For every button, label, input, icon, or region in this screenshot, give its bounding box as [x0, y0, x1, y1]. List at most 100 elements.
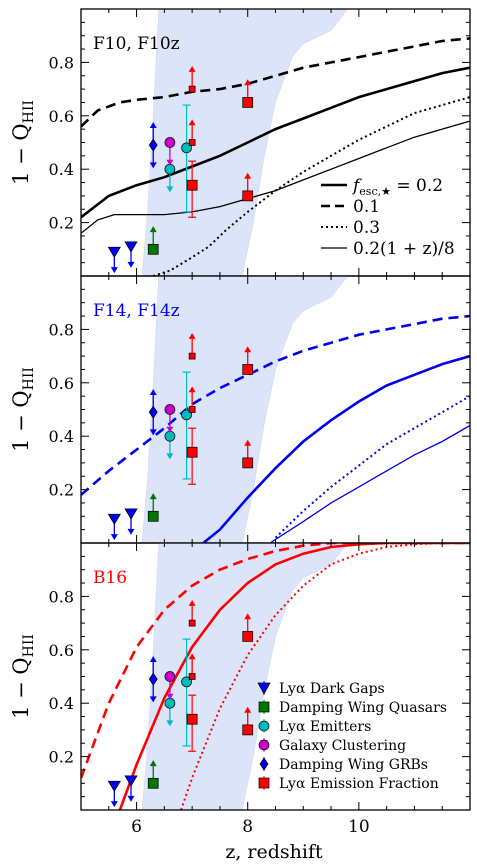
- series-line-3: [274, 395, 470, 539]
- diamond-marker: [148, 672, 158, 686]
- limit-arrow-head: [110, 534, 118, 541]
- square-marker: [242, 631, 254, 642]
- panel-title: F10, F10z: [93, 34, 180, 54]
- circle-marker: [164, 404, 176, 415]
- limit-arrow-head: [149, 226, 157, 233]
- diamond-marker: [148, 138, 158, 152]
- data-point: [164, 404, 176, 433]
- triangle-marker: [107, 513, 121, 526]
- series-line-3: [180, 543, 470, 810]
- square-marker: [242, 364, 254, 375]
- limit-arrow-head: [110, 267, 118, 274]
- data-point: [242, 79, 254, 108]
- y-tick-label: 0.8: [49, 587, 74, 606]
- y-tick-label: 0.8: [49, 320, 74, 339]
- data-point: [147, 226, 159, 255]
- series-line-4: [269, 424, 470, 543]
- panel-title: B16: [93, 568, 127, 588]
- square-marker: [242, 724, 254, 736]
- data-point: [186, 427, 198, 485]
- data-point: [124, 775, 138, 802]
- limit-arrow-head: [188, 599, 196, 606]
- square-marker: [188, 139, 196, 146]
- circle-marker: [164, 137, 176, 148]
- limit-arrow-head: [244, 439, 252, 446]
- circle-marker: [164, 671, 176, 682]
- legend-label: fesc,★ = 0.2: [351, 176, 443, 198]
- limit-arrow-head: [166, 693, 174, 700]
- panel-title: F14, F14z: [93, 301, 180, 321]
- y-tick-label: 0.6: [49, 107, 74, 126]
- limit-arrow-head: [244, 346, 252, 353]
- data-point: [164, 137, 176, 166]
- y-tick-label: 0.4: [49, 694, 74, 713]
- legend-label: 0.2(1 + z)/8: [353, 239, 455, 259]
- square-marker: [186, 713, 198, 725]
- y-tick-label: 0.2: [49, 748, 74, 767]
- triangle-marker: [124, 508, 138, 520]
- legend-models: fesc,★ = 0.20.10.30.2(1 + z)/8: [321, 176, 455, 259]
- square-marker: [188, 673, 196, 680]
- square-marker: [186, 446, 198, 458]
- legend-label: 0.1: [353, 197, 380, 217]
- y-axis-label-subscript: HII: [21, 367, 37, 390]
- limit-arrow-head: [244, 79, 252, 86]
- limit-arrow-head: [110, 801, 118, 808]
- data-point: [188, 599, 196, 627]
- data-point: [124, 508, 138, 535]
- limit-arrow-head: [166, 453, 174, 460]
- y-tick-label: 0.2: [49, 481, 74, 500]
- limit-arrow-head: [166, 186, 174, 193]
- limit-arrow-head: [166, 426, 174, 433]
- square-marker: [242, 190, 254, 202]
- y-tick-label: 0.2: [49, 214, 74, 233]
- series-line-2: [81, 543, 470, 779]
- y-tick-label: 0.6: [49, 641, 74, 660]
- data-point: [148, 389, 158, 436]
- square-marker: [188, 619, 196, 627]
- circle-marker: [164, 163, 176, 175]
- x-axis-label: z, redshift: [225, 841, 323, 863]
- square-marker: [147, 510, 159, 522]
- square-marker: [188, 352, 196, 360]
- square-marker: [147, 243, 159, 255]
- series-line-2: [81, 37, 470, 128]
- limit-arrow-head: [127, 795, 135, 802]
- data-point: [242, 706, 254, 736]
- data-point: [107, 246, 121, 274]
- data-point: [188, 119, 196, 146]
- legend-label: Galaxy Clustering: [279, 738, 406, 754]
- legend-label: Damping Wing Quasars: [279, 700, 447, 716]
- limit-arrow-head: [149, 162, 157, 169]
- legend-observations: Lyα Dark Gaps Damping Wing Quasars Lyα Emi…: [257, 681, 447, 792]
- legend-label-part: f: [351, 176, 362, 196]
- y-axis-label-subscript: HII: [21, 634, 37, 657]
- limit-arrow-head: [188, 119, 196, 126]
- limit-arrow-head: [127, 528, 135, 535]
- limit-arrow-head: [244, 706, 252, 713]
- legend-marker: [257, 682, 271, 695]
- limit-arrow-head: [149, 429, 157, 436]
- limit-arrow-head: [149, 656, 157, 662]
- limit-arrow-head: [188, 332, 196, 339]
- square-marker: [188, 406, 196, 413]
- legend-marker: [258, 777, 270, 789]
- legend-marker: [259, 757, 269, 771]
- limit-arrow-head: [149, 122, 157, 128]
- series-line-1: [202, 354, 470, 543]
- panel-1: 0.2 0.4 0.6 0.8 F10, F10z 1 − QHII fesc,★ = 0.…: [9, 8, 471, 277]
- square-marker: [242, 457, 254, 469]
- square-marker: [242, 97, 254, 108]
- y-tick-label: 0.4: [49, 427, 74, 446]
- limit-arrow-head: [188, 386, 196, 393]
- x-tick-label: 8: [242, 817, 253, 837]
- legend-label: 0.3: [353, 218, 380, 238]
- triangle-marker: [107, 780, 121, 793]
- data-point: [186, 160, 198, 218]
- y-axis-label: 1 − QHII: [9, 100, 37, 185]
- limit-arrow-head: [244, 613, 252, 620]
- diamond-marker: [148, 405, 158, 419]
- data-point: [242, 346, 254, 375]
- data-point: [242, 439, 254, 469]
